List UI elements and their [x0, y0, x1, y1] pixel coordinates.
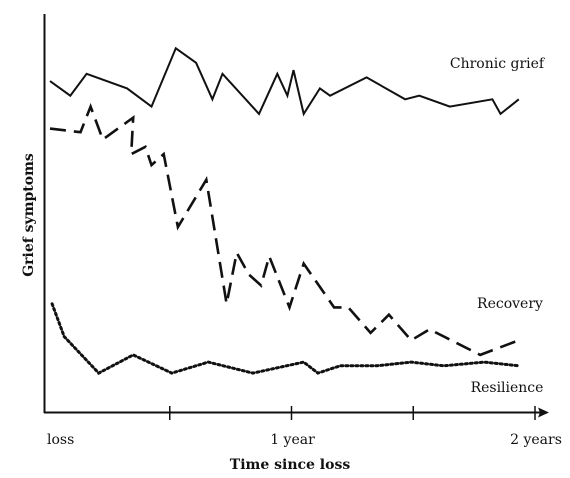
series-line-recovery	[49, 102, 520, 357]
x-tick-label-loss: loss	[47, 432, 74, 448]
x-tick-label-1-year: 1 year	[270, 432, 315, 448]
x-ticks	[169, 406, 536, 420]
series-line-chronic-grief	[49, 46, 520, 117]
x-axis-label: Time since loss	[230, 457, 351, 473]
x-axis-arrowhead	[538, 407, 549, 418]
axes	[43, 14, 549, 418]
y-axis-label: Grief symptoms	[21, 153, 37, 277]
x-tick-labels: loss 1 year 2 years	[47, 432, 562, 448]
x-tick-label-2-years: 2 years	[510, 432, 562, 448]
series-label-chronic-grief: Chronic grief	[450, 56, 546, 72]
series-label-recovery: Recovery	[477, 296, 543, 312]
series-line-resilience	[50, 302, 521, 375]
series-lines	[49, 46, 521, 375]
series-labels: Chronic grief Recovery Resilience	[450, 56, 546, 396]
series-label-resilience: Resilience	[471, 380, 544, 396]
